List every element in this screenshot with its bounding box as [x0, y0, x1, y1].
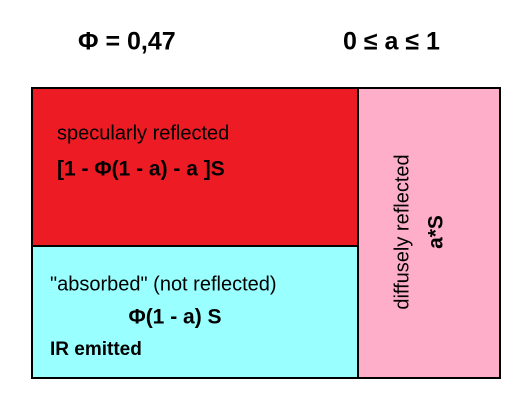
box-formula: [1 - Φ(1 - a) - a ]S	[57, 158, 225, 181]
a-range: 0 ≤ a ≤ 1	[343, 28, 440, 56]
box-label: specularly reflected	[57, 122, 229, 144]
specular-box	[31, 87, 359, 247]
diffuse-box	[357, 87, 501, 379]
box-note: IR emitted	[50, 339, 142, 360]
box-label: diffusely reflected	[391, 154, 413, 309]
box-formula: Φ(1 - a) S	[128, 306, 221, 329]
box-label: "absorbed" (not reflected)	[50, 273, 277, 295]
box-formula: a*S	[425, 215, 448, 249]
phi-value: Φ = 0,47	[78, 28, 176, 56]
absorbed-box	[31, 245, 359, 379]
